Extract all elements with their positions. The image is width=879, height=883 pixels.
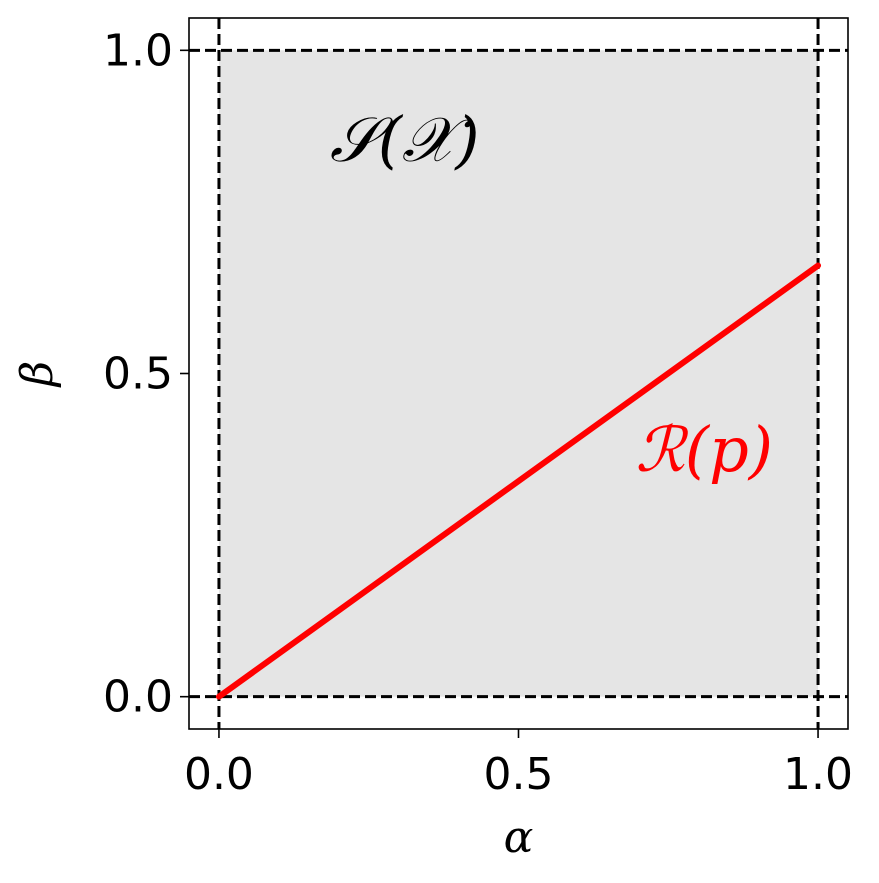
annotation-label-0: 𝒮(𝒳) — [330, 103, 480, 176]
x-tick-label-2: 1.0 — [783, 749, 853, 800]
x-axis-label: α — [504, 812, 534, 863]
shaded-region — [218, 50, 819, 697]
reference-lines-layer — [189, 18, 848, 729]
x-tick-label-0: 0.0 — [184, 749, 254, 800]
y-tick-label-2: 1.0 — [103, 25, 173, 76]
x-tick-label-1: 0.5 — [484, 749, 554, 800]
ticks-layer: 0.0 0.5 1.0 0.0 0.5 1.0 — [103, 25, 853, 800]
y-tick-label-1: 0.5 — [103, 349, 173, 400]
shaded-region-layer — [218, 50, 819, 697]
series-line-0 — [215, 262, 822, 700]
y-tick-label-0: 0.0 — [103, 672, 173, 723]
y-axis-label: β — [12, 361, 63, 388]
annotation-label-1: ℛ(p) — [635, 413, 773, 486]
annotations-layer: 𝒮(𝒳) ℛ(p) — [330, 103, 773, 486]
series-layer — [215, 262, 822, 700]
